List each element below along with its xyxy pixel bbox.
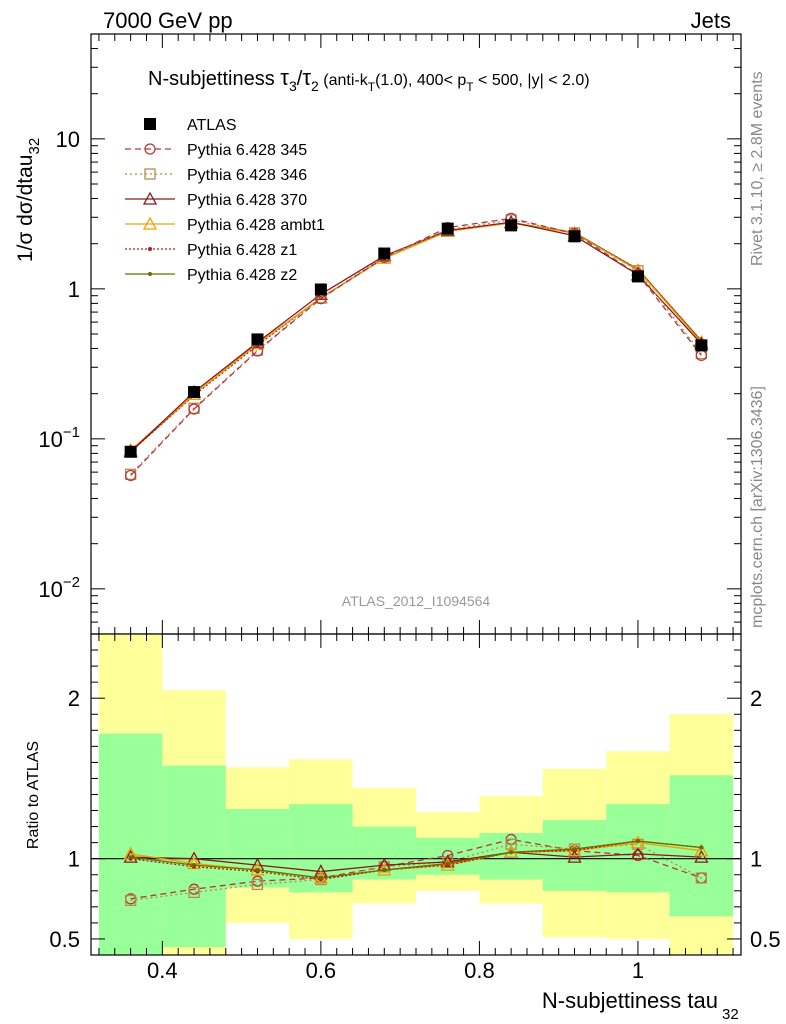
series-6-point [699, 845, 704, 850]
series-0-point [568, 230, 581, 243]
series-3-point [694, 849, 709, 863]
y-tick-label: 1 [68, 277, 80, 302]
legend-marker [144, 143, 156, 155]
x-tick-label: 0.4 [147, 958, 178, 983]
legend-label: Pythia 6.428 345 [187, 142, 307, 159]
uncertainty-band-green [98, 733, 163, 955]
y-tick-label: 10−1 [38, 424, 80, 452]
series-1-point [442, 849, 454, 862]
series-1-line [130, 838, 702, 900]
series-3-line [130, 851, 702, 873]
series-2-point [315, 873, 327, 886]
header-left: 7000 GeV pp [103, 8, 233, 33]
series-2-point [505, 838, 517, 850]
x-tick-label: 1 [632, 958, 644, 983]
y-tick-label: 1 [68, 847, 80, 872]
series-1-point [632, 849, 644, 862]
series-6-point [318, 875, 323, 880]
series-6-point [445, 861, 450, 866]
series-6-point [509, 850, 514, 855]
legend: ATLAS Pythia 6.428 345 Pythia 6.428 346 Pyt… [125, 117, 325, 284]
series-1-line [130, 217, 702, 476]
series-3-point [567, 849, 582, 863]
series-0-point [441, 222, 454, 235]
series-2-line [130, 219, 702, 475]
legend-marker [144, 118, 156, 130]
legend-marker [142, 191, 158, 205]
y-axis-label: 1/σ dσ/dtau32 [14, 138, 43, 262]
legend-label: Pythia 6.428 ambt1 [187, 217, 325, 234]
legend-label: Pythia 6.428 346 [187, 167, 307, 184]
series-6-point [192, 863, 197, 868]
series-3-point [123, 849, 138, 863]
series-0-point [314, 283, 327, 296]
series-2-point [251, 878, 264, 891]
side-top-text: Rivet 3.1.10, ≥ 2.8M events [749, 71, 766, 266]
series-1-point [188, 403, 200, 415]
main-panel: 10−2 10−1 1 10 [38, 33, 742, 635]
series-4-line [130, 841, 702, 879]
legend-label: ATLAS [187, 117, 237, 134]
x-axis-label: N-subjettiness tau [542, 988, 718, 1013]
legend-marker [144, 168, 156, 180]
series-0-point [378, 247, 391, 260]
series-1-point [251, 345, 264, 357]
legend-label: Pythia 6.428 370 [187, 192, 307, 209]
series-0-point [251, 333, 264, 346]
series-6-point [572, 847, 577, 852]
ratio-y-label: Ratio to ATLAS [25, 741, 42, 849]
y-tick-label: 10−2 [38, 574, 80, 602]
series-4-point [440, 857, 455, 871]
series-6-point [128, 855, 133, 860]
header-right: Jets [691, 8, 731, 33]
legend-marker [148, 272, 152, 276]
y-tick-label: 0.5 [49, 927, 80, 952]
legend-label: Pythia 6.428 z2 [187, 267, 297, 284]
legend-marker [148, 247, 152, 251]
legend-label: Pythia 6.428 z1 [187, 242, 297, 259]
ratio-panel: 0.4 0.6 0.8 1 0.5 0.5 1 1 2 2 [49, 633, 781, 983]
series-4-point [694, 843, 709, 857]
series-0-point [124, 445, 137, 458]
series-0-point [631, 270, 644, 283]
y-tick-label-right: 1 [750, 847, 762, 872]
y-tick-label-right: 2 [750, 686, 762, 711]
series-0-point [695, 339, 708, 352]
series-2-point [695, 872, 708, 884]
series-6-line [130, 840, 702, 879]
series-2-point [188, 886, 200, 899]
series-2-point [124, 894, 137, 907]
y-tick-label: 10 [56, 127, 80, 152]
side-bottom-text: mcplots.cern.ch [arXiv:1306.3436] [749, 386, 766, 628]
y-tick-label: 2 [68, 686, 80, 711]
plot-title: N-subjettiness τ3/τ2 (anti-kT(1.0), 400<… [148, 65, 590, 94]
x-tick-label: 0.8 [464, 958, 495, 983]
series-6-point [635, 839, 640, 844]
x-tick-label: 0.6 [306, 958, 337, 983]
x-axis-label-sub: 32 [722, 1006, 739, 1023]
series-6-point [382, 867, 387, 872]
series-6-point [255, 867, 260, 872]
series-0-point [188, 386, 201, 399]
series-1-point [124, 469, 137, 482]
analysis-id: ATLAS_2012_I1094564 [342, 593, 491, 609]
series-0-point [505, 219, 518, 232]
legend-marker [142, 216, 158, 230]
y-tick-label-right: 0.5 [750, 927, 781, 952]
series-3-point [630, 846, 646, 860]
